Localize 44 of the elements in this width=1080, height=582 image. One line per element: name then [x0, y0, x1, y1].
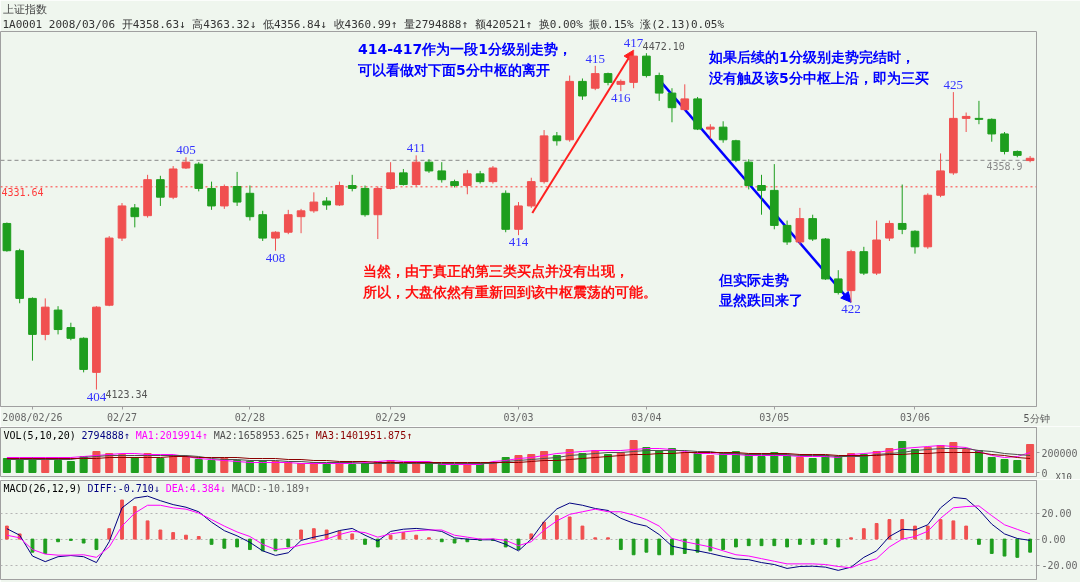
x-tick-label: 03/06: [899, 411, 931, 423]
series-label: DIFF:-0.710↓: [87, 482, 160, 494]
x-tick-label: 02/27: [106, 411, 138, 423]
annotation: 如果后续的1分级别走势完结时，没有触及该5分中枢上沿，即为三买: [708, 48, 929, 86]
annotation: 当然，由于真正的第三类买点并没有出现，所以，大盘依然有重新回到该中枢震荡的可能。: [362, 263, 658, 301]
annotation: 417: [623, 35, 644, 51]
ref-line-label: 4358.9: [986, 161, 1023, 173]
annotation: 414-417作为一段1分级别走势，可以看做对下面5分中枢的离开: [356, 40, 572, 78]
series-label: MA2:1658953.625↑: [213, 429, 311, 441]
chart-title: MACD(26,12,9): [3, 482, 82, 494]
annotation: 414: [508, 234, 529, 250]
annotation: 411: [406, 140, 426, 156]
series-label: MA1:2019914↑: [135, 429, 208, 441]
annotation: 425: [943, 77, 964, 93]
annotation: 422: [841, 301, 861, 317]
y-tick-label: 20.00: [1041, 508, 1072, 520]
annotation: 但实际走势显然跌回来了: [718, 271, 804, 309]
x-axis-title: 5分钟: [1023, 412, 1050, 424]
y-tick-label: 0: [1041, 467, 1048, 479]
annotation: 405: [176, 142, 196, 158]
annotation: 4472.10: [642, 41, 685, 53]
annotation: 416: [611, 90, 632, 106]
chart-subtitle: 1A0001 2008/03/06 开4358.63↓ 高4363.32↓ 低4356.84↓ 收4360.99↑ 量2794888↑ 额420521↑ 换0.00% 振0.15% 涨(2.13)0.05%: [2, 18, 725, 31]
annotation: 4123.34: [105, 388, 148, 400]
x-tick-label: 02/29: [375, 411, 406, 423]
series-label: DEA:4.384↓: [165, 482, 226, 494]
chart-title: 上证指数: [2, 2, 47, 16]
series-label: MA3:1401951.875↑: [315, 429, 413, 441]
y-tick-label: 200000: [1041, 447, 1078, 459]
x-tick-label: 03/04: [631, 411, 662, 423]
chart-title: VOL(5,10,20): [3, 429, 76, 441]
annotation: 415: [585, 50, 605, 66]
annotation: 2794888↑: [81, 429, 130, 441]
x-tick-label: 03/05: [759, 411, 790, 423]
annotation: 404: [86, 388, 107, 404]
x-tick-label: 2008/02/26: [2, 411, 63, 423]
annotation: MACD:-10.189↑: [231, 482, 311, 494]
x-tick-label: 02/28: [234, 411, 265, 423]
annotation: 408: [265, 249, 286, 265]
y-axis-title: X10: [1055, 471, 1072, 482]
y-tick-label: 0.00: [1041, 534, 1066, 546]
y-tick-label: -20.00: [1041, 560, 1078, 572]
x-tick-label: 03/03: [503, 411, 534, 423]
ref-line-label: 4331.64: [1, 186, 44, 198]
